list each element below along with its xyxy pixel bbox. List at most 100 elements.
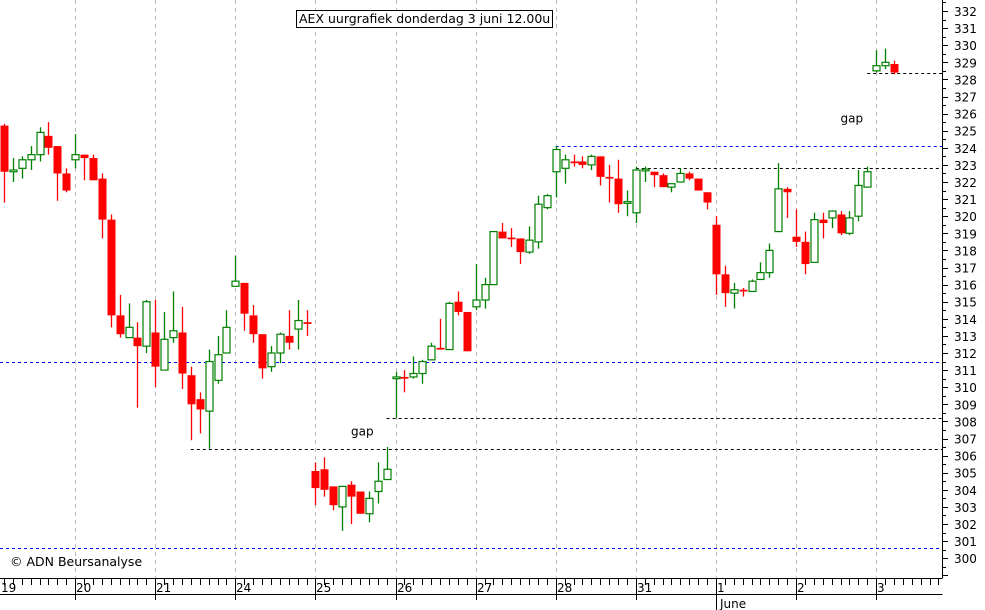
- candle-body-up: [765, 249, 774, 274]
- gap-label: gap: [841, 112, 864, 126]
- y-tick-label: 309: [954, 398, 977, 412]
- candle-body-up: [27, 154, 36, 161]
- candle-body-down: [89, 158, 98, 181]
- candle-body-up: [543, 195, 552, 209]
- candle-body-down: [507, 237, 516, 240]
- candle-body-down: [739, 289, 748, 292]
- candle-body-down: [516, 238, 525, 253]
- chart-credit: © ADN Beursanalyse: [10, 554, 143, 569]
- x-tick-label: 26: [397, 581, 412, 595]
- candle-body-down: [240, 282, 249, 314]
- candle-body-up: [9, 169, 18, 173]
- candle-body-down: [614, 178, 623, 205]
- candle-body-up: [169, 330, 178, 339]
- y-tick-label: 327: [954, 91, 977, 105]
- y-tick-label: 305: [954, 467, 977, 481]
- candle-body-down: [605, 176, 614, 179]
- candle-body-up: [365, 497, 374, 515]
- y-tick-label: 324: [954, 142, 977, 156]
- x-tick-label: 25: [316, 581, 331, 595]
- candle-body-up: [374, 480, 383, 493]
- candle-body-down: [44, 135, 53, 148]
- candle-body-up: [845, 217, 854, 234]
- candle-body-down: [285, 335, 294, 343]
- candle-body-down: [685, 173, 694, 179]
- candle-body-down: [196, 399, 205, 410]
- candle-body-down: [151, 332, 160, 367]
- x-tick-label: 27: [477, 581, 492, 595]
- candle-body-down: [249, 315, 258, 335]
- candle-body-up: [338, 485, 347, 508]
- candle-body-down: [80, 154, 89, 159]
- x-tick-label: 1: [717, 581, 725, 595]
- candle-body-down: [187, 375, 196, 405]
- candle-body-up: [756, 272, 765, 281]
- candle-body-up: [828, 210, 837, 219]
- candle-body-up: [276, 333, 285, 354]
- candle-body-up: [561, 159, 570, 169]
- y-tick-label: 318: [954, 244, 977, 258]
- y-tick-label: 315: [954, 296, 977, 310]
- candle-body-down: [837, 214, 846, 234]
- chart-title: AEX uurgrafiek donderdag 3 juni 12.00u: [296, 10, 554, 28]
- candle-body-down: [53, 146, 62, 174]
- candle-body-up: [71, 154, 80, 161]
- y-tick-label: 306: [954, 450, 977, 464]
- candle-body-down: [596, 156, 605, 177]
- candle-body-down: [801, 241, 810, 265]
- candle-body-up: [418, 360, 427, 375]
- candle-body-down: [258, 334, 267, 369]
- candle-body-down: [98, 178, 107, 220]
- candle-body-up: [205, 360, 214, 412]
- candle-body-down: [792, 236, 801, 242]
- candle-body-up: [427, 345, 436, 361]
- y-tick-label: 330: [954, 39, 977, 53]
- y-tick-label: 302: [954, 518, 977, 532]
- candle-body-up: [18, 159, 27, 169]
- y-tick-label: 323: [954, 159, 977, 173]
- candle-body-down: [463, 311, 472, 352]
- candle-body-down: [721, 274, 730, 294]
- y-tick-label: 308: [954, 415, 977, 429]
- candle-body-down: [329, 486, 338, 506]
- candle-body-up: [481, 284, 490, 301]
- y-tick-label: 311: [954, 364, 977, 378]
- candle-body-up: [676, 172, 685, 183]
- y-tick-label: 316: [954, 279, 977, 293]
- y-tick-label: 325: [954, 125, 977, 139]
- candle-body-down: [347, 484, 356, 497]
- candle-body-up: [489, 230, 498, 286]
- candle-body-down: [783, 188, 792, 193]
- candle-body-up: [409, 372, 418, 378]
- y-tick-label: 301: [954, 535, 977, 549]
- month-label: June: [719, 597, 746, 610]
- candle-body-up: [863, 171, 872, 188]
- candle-body-down: [694, 178, 703, 191]
- candle-body-down: [650, 171, 659, 176]
- candle-body-up: [36, 131, 45, 156]
- candle-body-up: [160, 338, 169, 371]
- y-tick-label: 300: [954, 552, 977, 566]
- y-tick-label: 310: [954, 381, 977, 395]
- x-tick-label: 31: [637, 581, 652, 595]
- candle-body-down: [570, 161, 579, 164]
- candle-body-down: [498, 231, 507, 239]
- y-tick-label: 322: [954, 176, 977, 190]
- x-tick-label: 3: [877, 581, 885, 595]
- y-tick-label: 328: [954, 73, 977, 87]
- x-tick-label: 19: [1, 581, 16, 595]
- candle-body-up: [641, 168, 650, 172]
- candle-body-up: [125, 326, 134, 339]
- candle-body-up: [632, 169, 641, 214]
- candle-body-up: [587, 155, 596, 166]
- y-tick-label: 329: [954, 56, 977, 70]
- candle-body-down: [62, 173, 71, 191]
- candle-body-down: [311, 470, 320, 489]
- candle-body-up: [730, 289, 739, 294]
- candle-body-up: [774, 188, 783, 233]
- y-tick-label: 307: [954, 433, 977, 447]
- y-tick-label: 314: [954, 313, 977, 327]
- candle-body-down: [819, 219, 828, 224]
- x-tick-label: 21: [156, 581, 171, 595]
